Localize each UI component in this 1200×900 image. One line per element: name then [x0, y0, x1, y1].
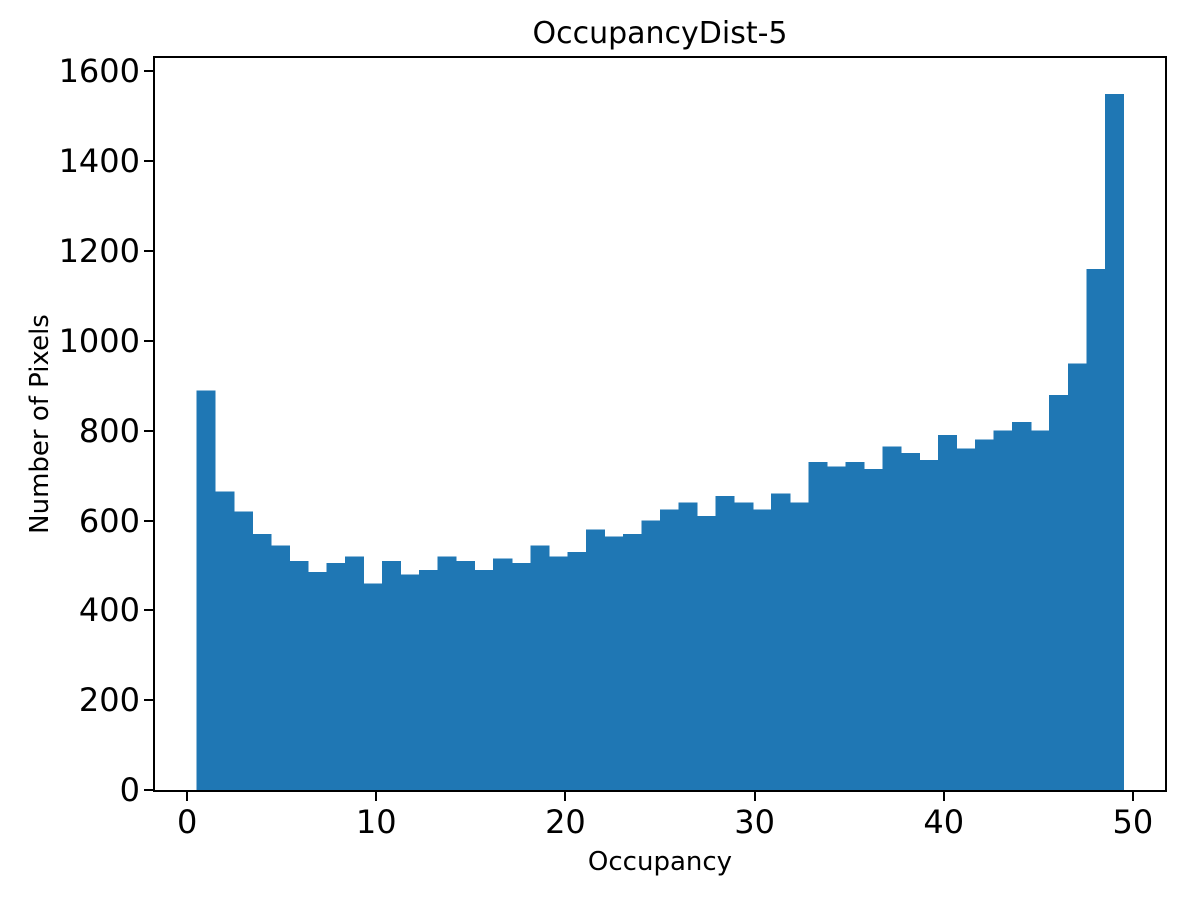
histogram-bar [900, 453, 921, 790]
histogram-bar [919, 459, 939, 790]
histogram-bar [585, 529, 605, 790]
histogram-bar [826, 466, 846, 790]
histogram-bar [196, 390, 216, 790]
y-tick-mark [144, 160, 153, 163]
plot-area [153, 56, 1167, 792]
histogram-bar [289, 560, 309, 790]
histogram-bar [975, 439, 995, 790]
x-tick-label: 40 [923, 803, 965, 841]
histogram-bars [196, 93, 1124, 790]
histogram-bar [252, 534, 272, 790]
y-tick-label: 400 [78, 591, 140, 630]
histogram-bar [734, 502, 754, 790]
histogram-bar [882, 446, 902, 790]
y-tick-mark [144, 429, 153, 432]
histogram-bar [511, 563, 531, 790]
x-tick-mark [186, 792, 189, 801]
y-tick-mark [144, 789, 153, 791]
x-axis-label: Occupancy [587, 847, 733, 877]
x-tick-mark [942, 792, 945, 801]
x-tick-mark [753, 792, 756, 801]
y-tick-mark [144, 250, 153, 253]
histogram-bar [1104, 93, 1124, 790]
histogram-bar [863, 468, 884, 790]
histogram-bar [641, 520, 661, 790]
y-tick-mark [144, 519, 153, 522]
y-tick-mark [144, 609, 153, 612]
y-tick-label: 1200 [58, 232, 140, 271]
histogram-bar [474, 569, 494, 790]
histogram-bar [1086, 269, 1106, 790]
x-tick-mark [375, 792, 378, 801]
histogram-bar [604, 536, 624, 790]
y-tick-label: 1400 [58, 142, 140, 181]
x-tick-mark [1131, 792, 1134, 801]
histogram-bar [771, 493, 791, 790]
histogram-bar [548, 556, 568, 790]
histogram-bar [437, 556, 457, 790]
x-tick-mark [564, 792, 567, 801]
histogram-bar [456, 560, 476, 790]
chart-title: OccupancyDist-5 [532, 16, 788, 51]
x-tick-label: 0 [176, 803, 198, 841]
y-tick-mark [144, 70, 153, 73]
histogram-bar [307, 572, 327, 790]
x-tick-label: 10 [355, 803, 397, 841]
histogram-bar [567, 551, 587, 790]
histogram-bar [993, 430, 1013, 790]
histogram-bar [215, 491, 235, 790]
histogram-bar [1049, 394, 1069, 790]
histogram-bar [493, 558, 513, 790]
histogram-bar [660, 509, 680, 790]
histogram-bar [697, 516, 717, 790]
x-tick-label: 30 [734, 803, 775, 841]
histogram-bar [752, 509, 772, 790]
histogram-bar [419, 569, 439, 790]
histogram-bar [808, 462, 828, 790]
histogram-bar [363, 583, 383, 790]
histogram-bar [530, 545, 550, 790]
y-tick-label: 600 [78, 501, 140, 540]
y-tick-mark [144, 339, 153, 342]
y-tick-label: 200 [78, 681, 140, 720]
histogram-bar [270, 545, 290, 790]
histogram-bar [344, 556, 365, 790]
histogram-bar [938, 435, 958, 790]
histogram-bar [233, 511, 253, 790]
histogram-bar [1067, 363, 1087, 790]
histogram-bar [622, 534, 643, 790]
histogram-bar [845, 462, 865, 790]
y-tick-label: 800 [78, 411, 140, 450]
x-tick-label: 50 [1112, 803, 1154, 841]
histogram-bar [400, 574, 420, 790]
histogram-bar [326, 563, 346, 790]
y-tick-label: 0 [119, 771, 140, 809]
histogram-bar [715, 495, 735, 790]
y-tick-label: 1000 [58, 321, 140, 360]
histogram-bar [381, 560, 402, 790]
histogram-bar [789, 502, 809, 790]
histogram-bar [1030, 430, 1050, 790]
y-tick-mark [144, 699, 153, 702]
histogram-bar [678, 502, 698, 790]
x-tick-label: 20 [545, 803, 586, 841]
y-tick-label: 1600 [58, 52, 140, 91]
histogram-bar [956, 448, 976, 790]
histogram-bar [1012, 421, 1032, 790]
